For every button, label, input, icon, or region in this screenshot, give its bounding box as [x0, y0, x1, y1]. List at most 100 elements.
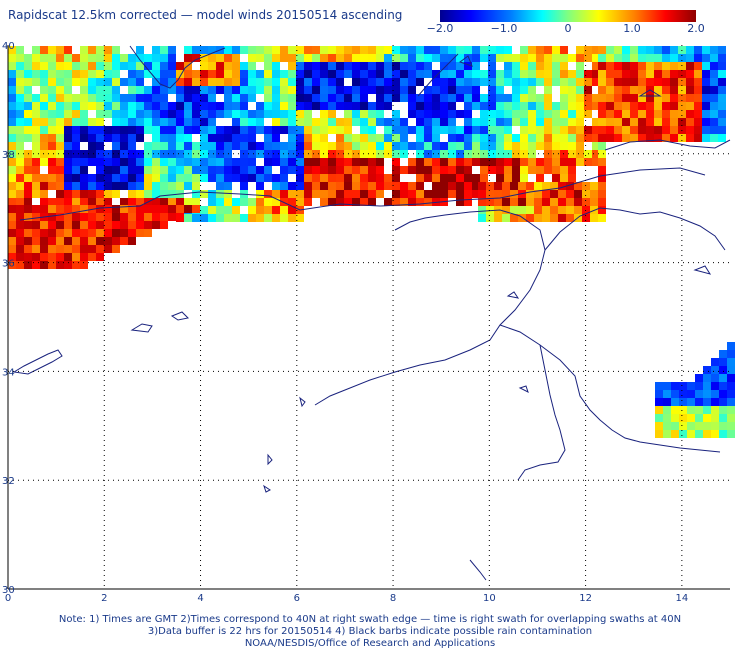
swath-cell	[703, 390, 711, 398]
swath-cell	[614, 62, 622, 70]
swath-cell	[104, 237, 112, 245]
swath-cell	[8, 150, 16, 158]
swath-cell	[232, 62, 240, 70]
swath-cell	[584, 54, 592, 62]
swath-cell	[192, 205, 200, 213]
swath-cell	[272, 78, 280, 86]
swath-cell	[160, 134, 168, 142]
swath-cell	[703, 406, 711, 414]
swath-cell	[96, 174, 104, 182]
swath-cell	[320, 198, 328, 206]
swath-cell	[200, 206, 208, 214]
swath-cell	[328, 46, 336, 54]
swath-cell	[160, 166, 168, 174]
swath-cell	[296, 62, 304, 70]
swath-cell	[719, 382, 727, 390]
swath-cell	[432, 150, 440, 158]
swath-cell	[248, 118, 256, 126]
swath-cell	[280, 166, 288, 174]
swath-cell	[168, 70, 176, 78]
swath-cell	[488, 142, 496, 150]
swath-cell	[424, 118, 432, 126]
swath-cell	[152, 94, 160, 102]
swath-cell	[671, 382, 679, 390]
swath-cell	[208, 94, 216, 102]
swath-cell	[72, 245, 80, 253]
swath-cell	[224, 134, 232, 142]
swath-cell	[655, 382, 663, 390]
swath-cell	[208, 102, 216, 110]
swath-cell	[112, 229, 120, 237]
swath-cell	[248, 86, 256, 94]
swath-cell	[655, 398, 663, 406]
swath-cell	[48, 46, 56, 54]
swath-cell	[448, 126, 456, 134]
swath-cell	[296, 150, 304, 158]
swath-cell	[504, 142, 512, 150]
swath-cell	[160, 118, 168, 126]
swath-cell	[544, 142, 552, 150]
swath-cell	[152, 46, 160, 54]
swath-cell	[64, 198, 72, 206]
swath-cell	[8, 237, 16, 245]
swath-cell	[622, 110, 630, 118]
swath-cell	[622, 126, 630, 134]
swath-cell	[488, 110, 496, 118]
swath-cell	[464, 198, 472, 206]
swath-cell	[32, 190, 40, 198]
swath-cell	[200, 110, 208, 118]
swath-cell	[574, 182, 582, 190]
swath-cell	[504, 174, 512, 182]
swath-cell	[264, 86, 272, 94]
swath-cell	[440, 70, 448, 78]
swath-cell	[694, 126, 702, 134]
swath-cell	[56, 237, 64, 245]
swath-cell	[711, 382, 719, 390]
swath-cell	[40, 221, 48, 229]
swath-cell	[336, 134, 344, 142]
swath-cell	[120, 182, 128, 190]
swath-cell	[536, 118, 544, 126]
swath-cell	[400, 142, 408, 150]
swath-cell	[264, 158, 272, 166]
swath-cell	[136, 110, 144, 118]
swath-cell	[416, 94, 424, 102]
swath-cell	[88, 78, 96, 86]
swath-cell	[216, 142, 224, 150]
swath-cell	[464, 182, 472, 190]
swath-cell	[440, 110, 448, 118]
swath-cell	[544, 54, 552, 62]
swath-cell	[711, 398, 719, 406]
swath-cell	[80, 78, 88, 86]
swath-cell	[248, 158, 256, 166]
swath-cell	[392, 198, 400, 206]
swath-cell	[552, 70, 560, 78]
swath-cell	[400, 54, 408, 62]
swath-cell	[192, 46, 200, 54]
swath-cell	[48, 134, 56, 142]
swath-cell	[128, 118, 136, 126]
swath-cell	[719, 374, 727, 382]
swath-cell	[64, 70, 72, 78]
swath-cell	[662, 94, 670, 102]
swath-cell	[24, 174, 32, 182]
swath-cell	[96, 102, 104, 110]
swath-cell	[8, 78, 16, 86]
swath-cell	[710, 78, 718, 86]
x-tick-label: 10	[483, 593, 496, 604]
swath-cell	[598, 190, 606, 198]
swath-cell	[408, 62, 416, 70]
swath-cell	[176, 126, 184, 134]
swath-cell	[168, 46, 176, 54]
swath-cell	[40, 182, 48, 190]
swath-cell	[424, 110, 432, 118]
swath-cell	[192, 78, 200, 86]
swath-cell	[526, 190, 534, 198]
swath-cell	[24, 54, 32, 62]
swath-cell	[400, 198, 408, 206]
swath-cell	[56, 102, 64, 110]
swath-cell	[280, 46, 288, 54]
swath-cell	[592, 46, 600, 54]
swath-cell	[352, 70, 360, 78]
swath-cell	[64, 78, 72, 86]
